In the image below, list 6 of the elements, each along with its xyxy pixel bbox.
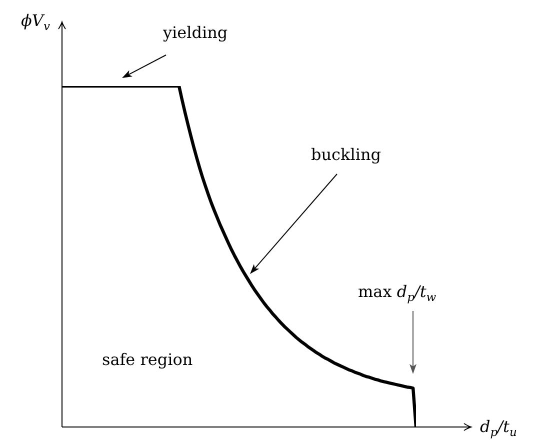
annotation: buckling xyxy=(311,145,381,164)
text: yielding xyxy=(162,23,228,42)
annotation: safe region xyxy=(102,350,193,369)
annotation: max d$_{p}$/t$_{w}$ xyxy=(358,282,436,304)
x-axis-title: d$_{p}$/t$_{u}$ xyxy=(480,417,517,439)
y-axis-title: ϕV$_{v}$ xyxy=(21,11,50,33)
